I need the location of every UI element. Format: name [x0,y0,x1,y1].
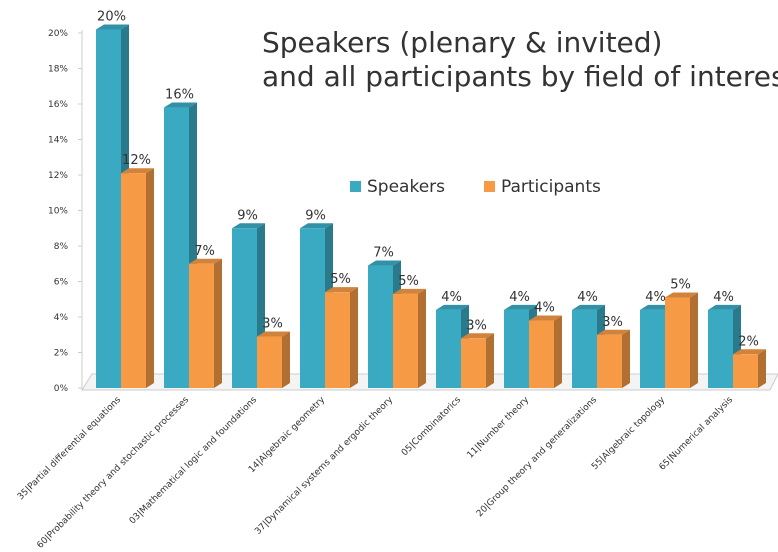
y-tick-label: 20% [48,29,68,39]
bar-top [665,292,698,298]
data-label: 2% [738,334,759,349]
bar [393,293,418,388]
bar-side [214,258,222,388]
data-label: 16% [165,88,194,103]
bar-top [597,329,630,335]
x-tick-label: 11|Number theory [465,395,531,461]
data-label: 4% [509,290,530,305]
bar-top [164,102,197,108]
bar-side [282,331,290,388]
bar [436,309,461,388]
bar [665,297,690,388]
data-label: 3% [262,317,283,332]
data-label: 4% [534,301,555,316]
data-label: 3% [466,318,487,333]
y-tick-label: 14% [48,136,68,146]
bar-side [554,315,562,388]
bar [529,320,554,388]
bar [96,29,121,388]
legend-label: Participants [501,177,601,197]
bar [597,334,622,388]
legend-label: Speakers [367,177,445,197]
x-tick-label: 37|Dynamical systems and ergodic theory [253,395,395,537]
bar [733,354,758,388]
data-label: 3% [602,315,623,330]
bar [164,107,189,389]
bar [461,338,486,388]
data-label: 5% [398,274,419,289]
x-tick-label: 14|Algebraic geometry [247,395,328,476]
data-label: 4% [441,290,462,305]
y-tick-label: 4% [54,313,69,323]
data-label: 9% [237,208,258,223]
data-label: 5% [330,272,351,287]
x-tick-label: 05|Combinatorics [400,395,463,458]
bar-top [461,333,494,339]
data-label: 4% [645,290,666,305]
data-label: 7% [194,244,215,259]
bar-top [708,304,741,310]
chart-title: and all participants by field of interes… [262,60,778,93]
bar-top [640,304,673,310]
bar-side [350,287,358,388]
x-tick-label: 35|Partial differential equations [16,395,123,502]
y-tick-label: 6% [54,278,69,288]
bar [121,173,146,388]
data-label: 9% [305,208,326,223]
bar-top [257,331,290,337]
bar-side [146,168,154,388]
bar-side [758,349,766,388]
bar-top [436,304,469,310]
data-label: 20% [97,9,126,24]
y-tick-label: 18% [48,65,68,75]
bar-top [368,260,401,266]
bar [189,263,214,388]
x-tick-label: 60|Probability theory and stochastic pro… [35,395,191,551]
y-tick-label: 10% [48,207,68,217]
bar [504,309,529,388]
y-tick-label: 12% [48,171,68,181]
legend-swatch [350,181,361,192]
bar-top [733,349,766,355]
x-tick-label: 55|Algebraic topology [590,395,668,473]
bar-side [690,292,698,388]
bar [708,309,733,388]
y-tick-label: 0% [54,384,69,394]
bar-side [418,288,426,388]
legend-swatch [484,181,495,192]
y-tick-label: 8% [54,242,69,252]
x-tick-label: 03|Mathematical logic and foundations [128,395,260,527]
y-tick-label: 2% [54,349,69,359]
bar [257,336,282,388]
y-tick-label: 16% [48,100,68,110]
bar-top [96,24,129,30]
x-tick-label: 20|Group theory and generalizations [475,395,599,519]
data-label: 7% [373,246,394,261]
x-tick-label: 65|Numerical analysis [658,395,736,473]
bar-top [189,258,222,264]
data-label: 5% [670,277,691,292]
bar-side [622,329,630,388]
bar-top [232,223,265,229]
bar-top [325,287,358,293]
data-label: 4% [577,290,598,305]
data-label: 4% [713,290,734,305]
bar-top [529,315,562,321]
bar [325,292,350,388]
bar-side [486,333,494,388]
bar-top [393,288,426,294]
bar-top [300,223,333,229]
bar-top [121,168,154,174]
bar [572,309,597,388]
bar [232,228,257,388]
bar [640,309,665,388]
chart-title: Speakers (plenary & invited) [262,26,662,59]
bar [368,265,393,388]
bar-top [504,304,537,310]
bar-top [572,304,605,310]
bar [300,228,325,388]
data-label: 12% [122,153,151,168]
